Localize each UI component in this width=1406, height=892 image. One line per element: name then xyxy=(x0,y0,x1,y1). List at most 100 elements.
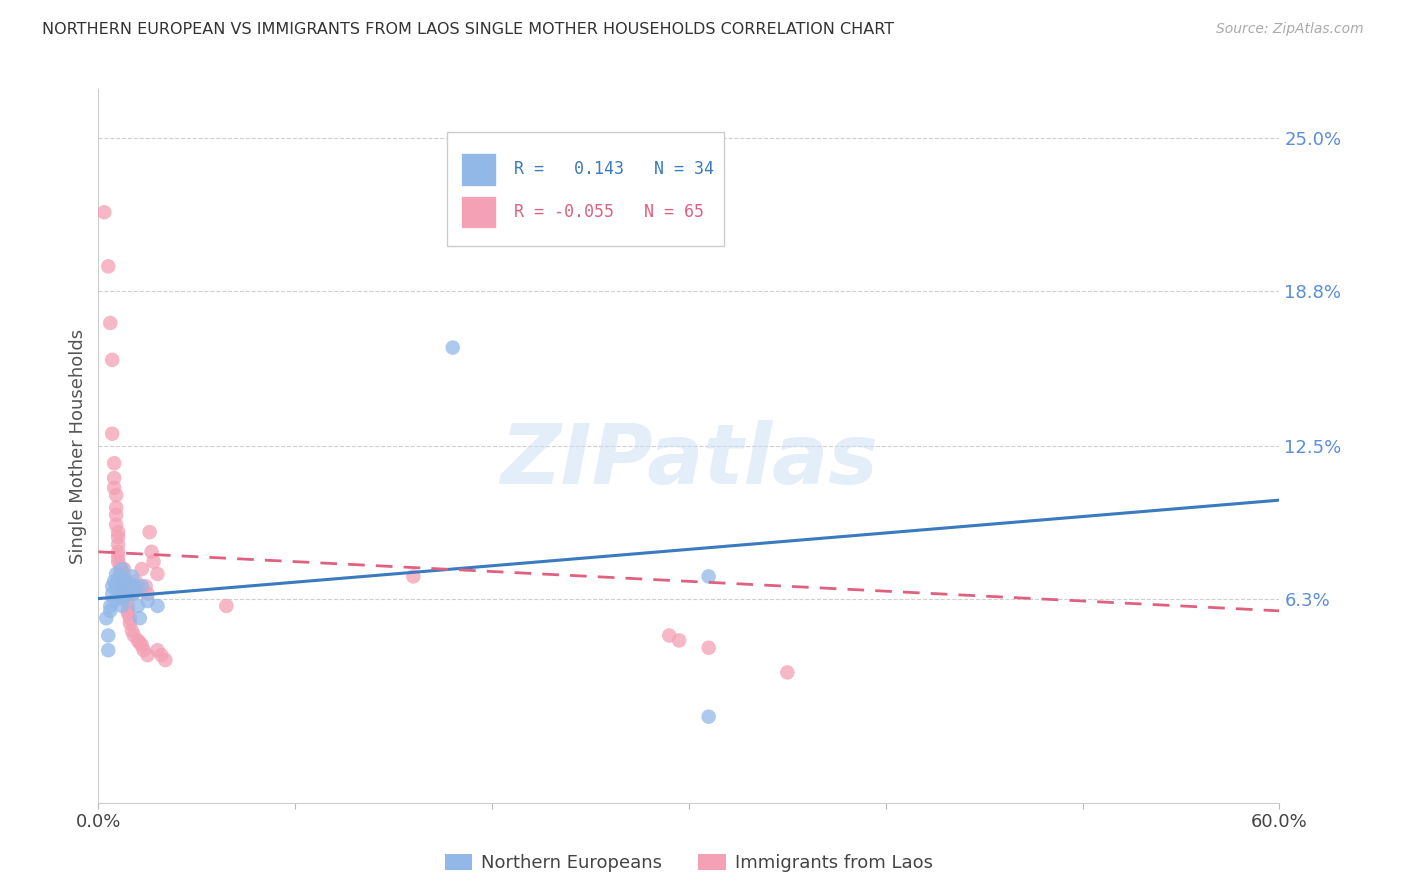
Point xyxy=(107,525,129,540)
Point xyxy=(111,579,134,593)
Point xyxy=(108,579,131,593)
Point xyxy=(101,587,124,601)
Point xyxy=(141,545,163,559)
Point xyxy=(111,591,134,606)
Point xyxy=(118,579,141,593)
Point xyxy=(441,341,464,355)
Point xyxy=(111,599,134,613)
Point xyxy=(111,579,134,593)
Point xyxy=(105,488,128,502)
Point xyxy=(131,579,153,593)
Point xyxy=(121,569,143,583)
Point xyxy=(122,628,145,642)
Point xyxy=(402,569,425,583)
Point xyxy=(146,566,169,581)
Point xyxy=(103,471,125,485)
Point xyxy=(118,616,141,631)
Point xyxy=(105,508,128,522)
Point xyxy=(103,594,125,608)
Point xyxy=(93,205,115,219)
Point xyxy=(117,607,139,621)
Point xyxy=(776,665,799,680)
Point xyxy=(105,579,128,593)
Point xyxy=(117,587,139,601)
Bar xyxy=(461,196,496,228)
Point xyxy=(115,587,138,601)
Point xyxy=(115,574,138,589)
Point xyxy=(103,574,125,589)
Point xyxy=(658,628,681,642)
Point xyxy=(112,562,135,576)
Point xyxy=(107,574,129,589)
Point xyxy=(127,599,149,613)
Point xyxy=(155,653,177,667)
Point xyxy=(108,574,131,589)
Text: R = -0.055   N = 65: R = -0.055 N = 65 xyxy=(515,203,704,221)
Point xyxy=(112,579,135,593)
Point xyxy=(697,640,720,655)
Point xyxy=(112,569,135,583)
Point xyxy=(128,611,150,625)
Point xyxy=(97,643,120,657)
Text: Source: ZipAtlas.com: Source: ZipAtlas.com xyxy=(1216,22,1364,37)
Point xyxy=(697,569,720,583)
Point xyxy=(107,549,129,564)
Point xyxy=(132,643,155,657)
Point xyxy=(127,633,149,648)
Point xyxy=(215,599,238,613)
Point xyxy=(111,562,134,576)
Point xyxy=(103,456,125,470)
Point xyxy=(107,555,129,569)
Point xyxy=(146,643,169,657)
Point xyxy=(131,562,153,576)
Point xyxy=(112,574,135,589)
Point xyxy=(107,579,129,593)
Point xyxy=(96,611,118,625)
Point xyxy=(107,545,129,559)
Text: R =   0.143   N = 34: R = 0.143 N = 34 xyxy=(515,161,714,178)
Point xyxy=(115,591,138,606)
Point xyxy=(122,587,145,601)
Point xyxy=(142,555,165,569)
Point xyxy=(136,594,159,608)
Point xyxy=(146,599,169,613)
Point xyxy=(105,517,128,532)
Text: ZIPatlas: ZIPatlas xyxy=(501,420,877,500)
Point xyxy=(697,709,720,723)
Point xyxy=(111,587,134,601)
Point xyxy=(108,569,131,583)
Point xyxy=(107,530,129,544)
Point xyxy=(668,633,690,648)
Point xyxy=(135,579,157,593)
Point xyxy=(108,565,131,579)
Point xyxy=(98,604,121,618)
Legend: Northern Europeans, Immigrants from Laos: Northern Europeans, Immigrants from Laos xyxy=(439,847,939,880)
Point xyxy=(97,628,120,642)
Point xyxy=(138,525,160,540)
Point xyxy=(112,579,135,593)
Point xyxy=(108,559,131,574)
Point xyxy=(121,624,143,638)
Point xyxy=(97,260,120,274)
Point xyxy=(136,587,159,601)
Point xyxy=(128,636,150,650)
Y-axis label: Single Mother Households: Single Mother Households xyxy=(69,328,87,564)
Point xyxy=(98,599,121,613)
Bar xyxy=(461,153,496,186)
Point xyxy=(117,599,139,613)
Point xyxy=(118,611,141,625)
Point xyxy=(107,537,129,551)
Point xyxy=(127,579,149,593)
Text: NORTHERN EUROPEAN VS IMMIGRANTS FROM LAOS SINGLE MOTHER HOUSEHOLDS CORRELATION C: NORTHERN EUROPEAN VS IMMIGRANTS FROM LAO… xyxy=(42,22,894,37)
Point xyxy=(125,574,148,589)
Point xyxy=(98,316,121,330)
FancyBboxPatch shape xyxy=(447,132,724,246)
Point xyxy=(112,591,135,606)
Point xyxy=(105,566,128,581)
Point xyxy=(107,587,129,601)
Point xyxy=(101,579,124,593)
Point xyxy=(125,579,148,593)
Point xyxy=(105,500,128,515)
Point xyxy=(131,638,153,652)
Point xyxy=(121,587,143,601)
